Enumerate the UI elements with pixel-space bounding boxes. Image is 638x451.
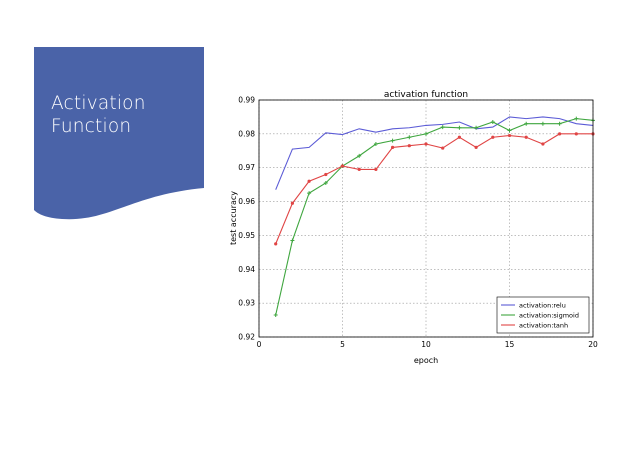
data-point — [307, 191, 312, 196]
activation-chart: activation function 0 5 10 15 20 0.92 0.93 0.94… — [228, 86, 608, 376]
data-point — [424, 131, 428, 136]
y-axis-label: test accuracy — [229, 191, 238, 245]
data-point — [490, 120, 495, 125]
series-line — [275, 118, 594, 316]
data-point — [507, 128, 512, 133]
tick-labels: 0 5 10 15 20 0.92 0.93 0.94 0.95 0.96 0.97 0.98 0.99 — [238, 96, 598, 350]
data-point — [441, 146, 445, 150]
y-tick-label: 0.96 — [238, 197, 255, 206]
data-point — [424, 142, 428, 146]
data-point — [357, 153, 362, 158]
series-line — [275, 133, 593, 245]
series-lines — [273, 116, 595, 317]
data-point — [391, 145, 395, 149]
data-point — [540, 121, 545, 126]
slide-title-line-1: Activation — [51, 93, 146, 114]
x-axis-label: epoch — [414, 356, 438, 365]
data-point — [524, 135, 528, 139]
data-point — [357, 167, 361, 172]
y-tick-label: 0.98 — [238, 129, 255, 138]
y-tick-label: 0.97 — [238, 163, 255, 172]
title-banner-shape — [34, 47, 204, 220]
series-activation-sigmoid — [273, 116, 595, 317]
data-point — [374, 167, 378, 172]
data-point — [407, 144, 411, 148]
slide-title: Activation Function — [51, 92, 201, 138]
data-point — [474, 125, 479, 130]
data-point — [574, 116, 579, 121]
data-point — [457, 125, 462, 130]
x-tick-label: 5 — [340, 340, 345, 349]
legend: activation:relu activation:sigmoid activat… — [496, 296, 590, 334]
data-point — [474, 145, 478, 149]
y-tick-label: 0.94 — [238, 265, 255, 274]
x-tick-label: 10 — [421, 340, 431, 349]
data-point — [491, 135, 495, 139]
plot-frame — [258, 99, 594, 338]
slide-title-line-2: Function — [51, 116, 132, 137]
y-tick-label: 0.99 — [238, 96, 255, 105]
data-point — [274, 242, 278, 246]
data-point — [373, 142, 378, 147]
legend-label: activation:sigmoid — [519, 312, 579, 320]
y-tick-label: 0.92 — [238, 333, 255, 342]
data-point — [574, 132, 578, 136]
data-point — [524, 121, 529, 126]
data-point — [541, 142, 545, 146]
series-activation-tanh — [274, 132, 595, 246]
data-point — [273, 312, 278, 317]
chart-svg: activation function 0 5 10 15 20 0.92 0.93 0.94… — [229, 90, 598, 365]
data-point — [557, 121, 562, 126]
data-point — [324, 172, 328, 177]
data-point — [507, 133, 512, 138]
y-tick-label: 0.95 — [238, 231, 255, 240]
series-activation-relu — [275, 116, 594, 190]
data-point — [457, 135, 461, 139]
data-point — [290, 238, 295, 243]
chart-title: activation function — [384, 90, 468, 100]
x-tick-label: 15 — [505, 340, 515, 349]
data-point — [307, 179, 311, 183]
data-point — [558, 132, 562, 136]
data-point — [340, 164, 345, 168]
legend-label: activation:tanh — [519, 322, 568, 330]
x-tick-label: 0 — [257, 340, 262, 349]
data-point — [323, 180, 328, 185]
series-line — [275, 116, 594, 190]
data-point — [440, 125, 445, 130]
legend-label: activation:relu — [519, 302, 566, 310]
data-point — [290, 201, 294, 205]
data-point — [407, 135, 412, 140]
x-tick-label: 20 — [588, 340, 598, 349]
data-point — [390, 138, 395, 143]
y-tick-label: 0.93 — [238, 299, 255, 308]
